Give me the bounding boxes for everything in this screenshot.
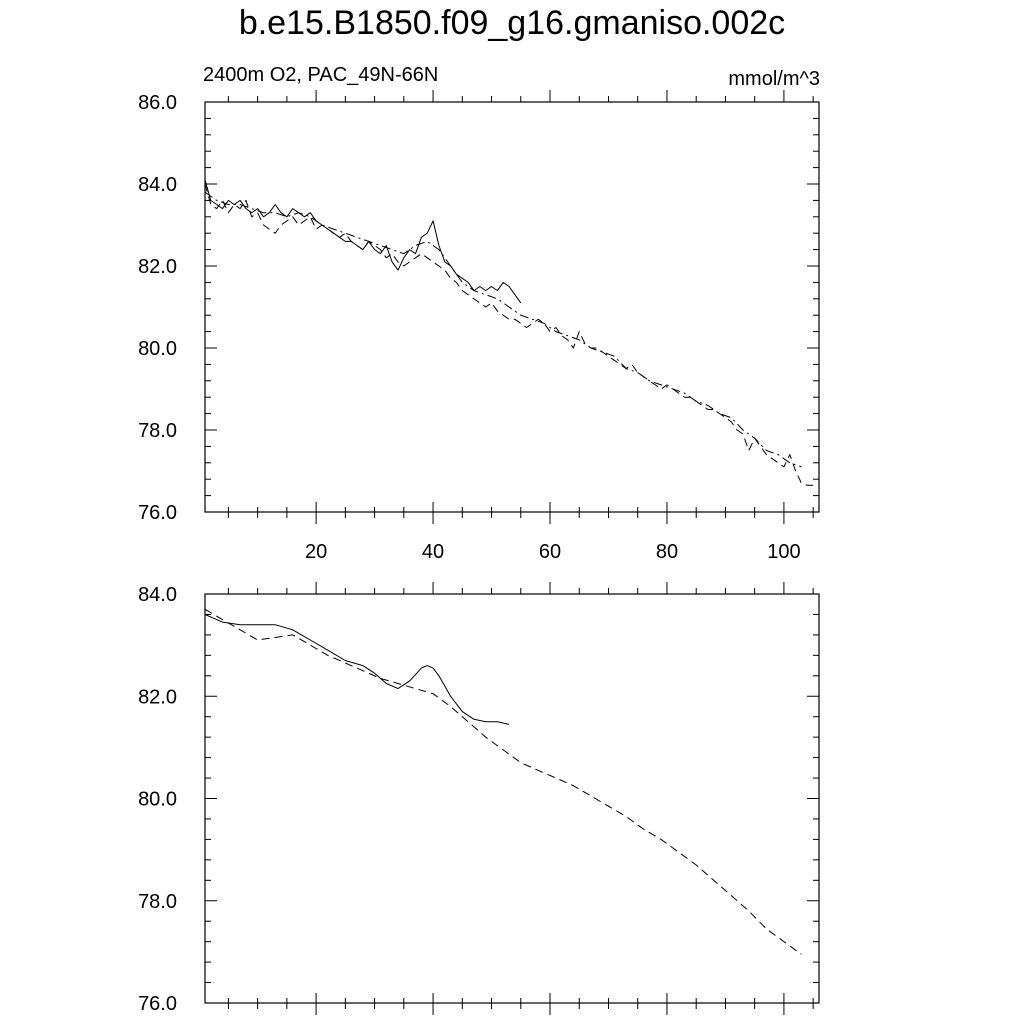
y-tick-label: 76.0 (138, 993, 177, 1015)
panel-top: 76.0 78.0 80.0 82.0 84.0 86.0 20 40 60 80 100 (138, 90, 820, 563)
y-tick-label: 78.0 (138, 420, 177, 442)
y-tick-label: 76.0 (138, 502, 177, 524)
x-tick-label: 20 (305, 541, 327, 563)
y-tick-label: 82.0 (138, 256, 177, 278)
plot-frame (204, 593, 820, 1004)
y-tick-label: 80.0 (138, 338, 177, 360)
series-line-dashed (204, 183, 814, 486)
y-tick-label: 84.0 (138, 584, 177, 606)
x-tick-label: 100 (767, 541, 800, 563)
figure-title: b.e15.B1850.f09_g16.gmaniso.002c (238, 4, 786, 42)
y-tick-label: 84.0 (138, 174, 177, 196)
series-line-dashdot (204, 191, 802, 468)
units-label: mmol/m^3 (728, 68, 820, 90)
x-tick-label: 80 (656, 541, 678, 563)
panel-bottom: 76.0 78.0 80.0 82.0 84.0 (138, 582, 820, 1015)
x-tick-label: 40 (422, 541, 444, 563)
x-tick-label: 60 (539, 541, 561, 563)
y-tick-label: 80.0 (138, 789, 177, 811)
series-line-solid (204, 179, 522, 304)
left-string: 2400m O2, PAC_49N-66N (203, 64, 439, 86)
y-tick-label: 82.0 (138, 686, 177, 708)
y-tick-label: 78.0 (138, 891, 177, 913)
plot-frame (204, 101, 820, 513)
y-tick-label: 86.0 (138, 92, 177, 114)
series-line-dashed (204, 608, 802, 955)
series-line-solid (204, 614, 510, 725)
